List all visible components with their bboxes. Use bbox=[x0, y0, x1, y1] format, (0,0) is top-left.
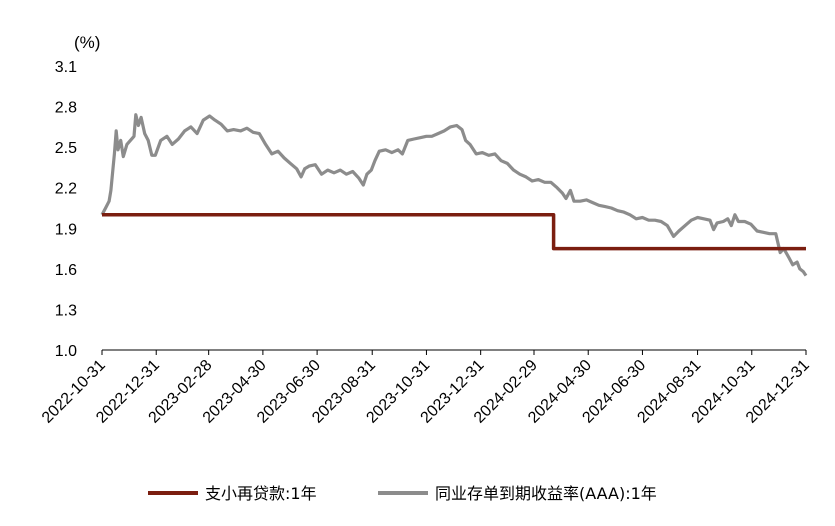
y-tick-label: 2.5 bbox=[55, 140, 77, 157]
series-layer bbox=[100, 113, 808, 277]
y-tick-label: 2.2 bbox=[55, 181, 77, 198]
y-tick-label: 1.3 bbox=[55, 302, 77, 319]
series-line-relending-rate bbox=[102, 213, 806, 251]
y-axis-ticks: 1.0 1.3 1.6 1.9 2.2 2.5 2.8 3.1 bbox=[55, 59, 77, 360]
legend-label: 同业存单到期收益率(AAA):1年 bbox=[435, 484, 657, 503]
y-tick-label: 3.1 bbox=[55, 59, 77, 76]
y-tick-label: 1.0 bbox=[55, 343, 77, 360]
y-axis-unit-label: (%) bbox=[74, 33, 100, 52]
series-line-ncd-yield bbox=[100, 113, 808, 277]
legend-item-ncd-yield: 同业存单到期收益率(AAA):1年 bbox=[378, 484, 657, 503]
legend-item-relending-rate: 支小再贷款:1年 bbox=[148, 484, 317, 503]
x-axis: 2022-10-312022-12-312023-02-282023-04-30… bbox=[39, 349, 813, 427]
legend-label: 支小再贷款:1年 bbox=[205, 484, 317, 503]
y-tick-label: 1.6 bbox=[55, 262, 77, 279]
legend: 支小再贷款:1年 同业存单到期收益率(AAA):1年 bbox=[148, 484, 657, 503]
y-tick-label: 1.9 bbox=[55, 221, 77, 238]
y-tick-label: 2.8 bbox=[55, 100, 77, 117]
